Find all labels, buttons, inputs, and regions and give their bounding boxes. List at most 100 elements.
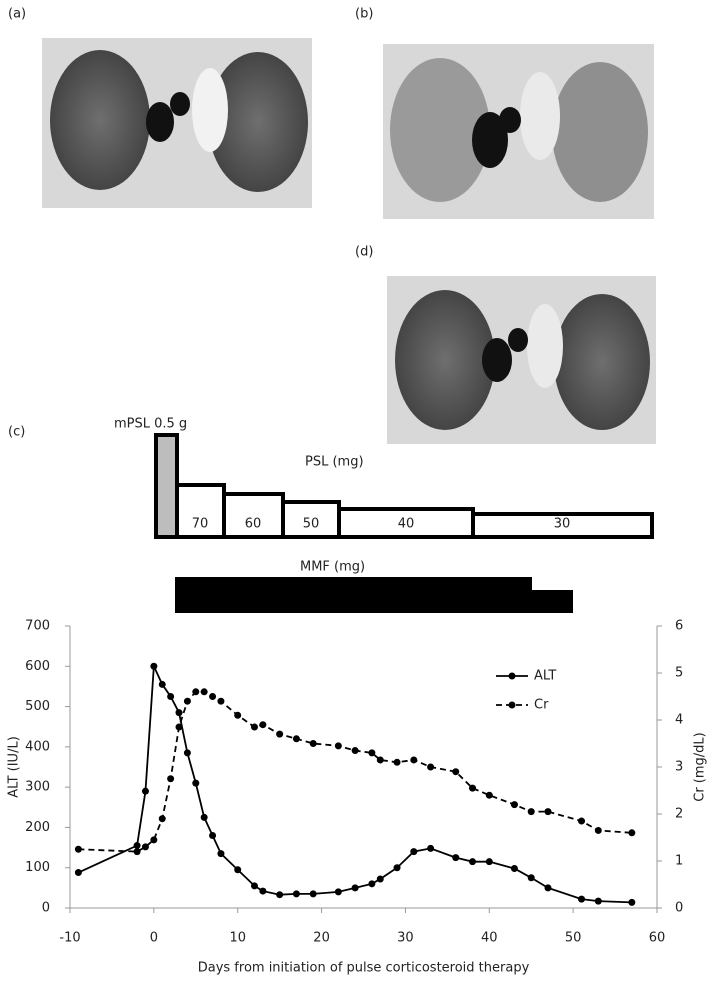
series-marker — [410, 756, 418, 764]
series-marker — [510, 801, 518, 809]
series-marker — [133, 842, 141, 850]
series-marker — [452, 768, 460, 776]
series-marker — [578, 817, 586, 825]
psl-dose: 70 — [192, 517, 209, 532]
ct-image-b — [383, 44, 654, 219]
psl-dose: 40 — [398, 517, 415, 532]
psl-label: PSL (mg) — [305, 455, 364, 470]
series-marker — [485, 791, 493, 799]
x-tick-label: 50 — [565, 931, 582, 946]
mpsl-label: mPSL 0.5 g — [114, 417, 187, 432]
series-marker — [175, 723, 183, 731]
series-marker — [209, 831, 217, 839]
series-marker — [292, 735, 300, 743]
chart: 0 100 200 300 400 500 600 700 0 1 2 3 4 5 6 -10 0 10 20 30 4… — [7, 619, 708, 976]
series-marker — [510, 865, 518, 873]
series-marker — [167, 775, 175, 783]
y-tick-label: 200 — [25, 820, 50, 835]
ct-image-d — [387, 276, 656, 444]
y-axis-title: ALT (IU/L) — [7, 736, 22, 798]
legend-label: Cr — [534, 698, 549, 713]
y2-tick-label: 4 — [675, 713, 683, 728]
panel-label: (a) — [8, 7, 26, 22]
series-marker — [544, 884, 552, 892]
y-tick-label: 600 — [25, 659, 50, 674]
x-tick-label: 0 — [150, 931, 158, 946]
panel-label: (d) — [355, 245, 373, 260]
series-marker — [527, 808, 535, 816]
series-marker — [628, 829, 636, 837]
series-marker — [485, 858, 493, 866]
series-marker — [74, 845, 82, 853]
series-marker — [410, 848, 418, 856]
series-marker — [259, 721, 267, 729]
series-marker — [351, 747, 359, 755]
x-tick-label: 30 — [397, 931, 414, 946]
y2-tick-label: 5 — [675, 666, 683, 681]
y2-tick-label: 3 — [675, 760, 683, 775]
x-axis-title: Days from initiation of pulse corticoste… — [198, 961, 530, 976]
series-marker — [469, 784, 477, 792]
series-marker — [594, 826, 602, 834]
series-marker — [469, 858, 477, 866]
series-marker — [427, 844, 435, 852]
series-marker — [376, 756, 384, 764]
series-marker — [334, 888, 342, 896]
series-marker — [578, 895, 586, 903]
series-marker — [250, 882, 258, 890]
series-marker — [234, 866, 242, 874]
psl-dose: 50 — [303, 517, 320, 532]
series-marker — [368, 880, 376, 888]
series-marker — [209, 693, 217, 700]
series-line — [78, 665, 632, 904]
x-tick-label: 20 — [313, 931, 330, 946]
series-marker — [167, 693, 175, 700]
panel-label: (c) — [8, 425, 25, 440]
series-marker — [292, 890, 300, 898]
series-marker — [276, 730, 284, 738]
series-marker — [376, 875, 384, 883]
x-tick-label: 60 — [649, 931, 666, 946]
series-marker — [150, 836, 158, 844]
legend-label: ALT — [534, 669, 556, 684]
series-marker — [141, 787, 149, 795]
psl-dose: 60 — [245, 517, 262, 532]
legend-marker — [508, 701, 516, 709]
legend-marker — [508, 672, 516, 680]
ct-image-a — [42, 38, 312, 208]
series-marker — [351, 884, 359, 892]
series-marker — [192, 779, 200, 787]
series-marker — [334, 742, 342, 750]
series-marker — [259, 887, 267, 895]
series-marker — [217, 697, 225, 705]
y-tick-label: 0 — [42, 901, 50, 916]
series-marker — [427, 763, 435, 771]
mmf-bar — [530, 590, 573, 613]
series-marker — [544, 808, 552, 816]
y2-axis-title: Cr (mg/dL) — [693, 732, 708, 802]
series-marker — [141, 843, 149, 851]
y-tick-label: 700 — [25, 619, 50, 634]
series-marker — [276, 891, 284, 899]
series-marker — [594, 897, 602, 905]
series-marker — [309, 890, 317, 898]
series-marker — [250, 723, 258, 731]
psl-dose: 30 — [554, 517, 571, 532]
series-marker — [234, 711, 242, 719]
y2-tick-label: 2 — [675, 807, 683, 822]
series-marker — [217, 850, 225, 858]
series-marker — [158, 815, 166, 823]
series-marker — [183, 697, 191, 705]
mmf-label: MMF (mg) — [300, 560, 365, 575]
y-tick-label: 300 — [25, 780, 50, 795]
series-marker — [183, 749, 191, 757]
series-marker — [192, 688, 200, 696]
panel-label: (b) — [355, 7, 373, 22]
y-tick-label: 400 — [25, 739, 50, 754]
mmf-bar — [175, 577, 532, 613]
series-marker — [150, 662, 158, 670]
series-marker — [200, 813, 208, 821]
series-marker — [309, 740, 317, 747]
series-marker — [368, 749, 376, 757]
